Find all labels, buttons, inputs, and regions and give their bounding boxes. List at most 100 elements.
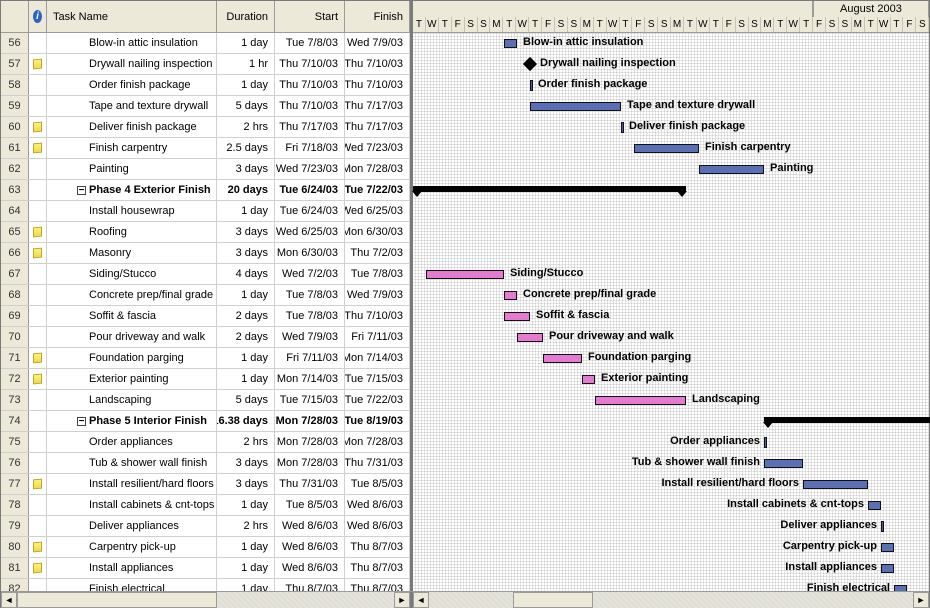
col-finish[interactable]: Finish (345, 1, 410, 32)
gantt-row[interactable] (413, 201, 929, 222)
cell-dur[interactable]: 1 day (217, 201, 275, 221)
cell-dur[interactable]: 1 day (217, 495, 275, 515)
task-bar[interactable] (517, 333, 543, 342)
cell-finish[interactable]: Thu 7/31/03 (345, 453, 410, 473)
cell-start[interactable]: Wed 8/6/03 (275, 537, 345, 557)
cell-start[interactable]: Tue 6/24/03 (275, 180, 345, 200)
row-number[interactable]: 78 (1, 495, 29, 515)
row-number[interactable]: 70 (1, 327, 29, 347)
row-number[interactable]: 62 (1, 159, 29, 179)
collapse-icon[interactable] (77, 186, 86, 195)
col-rownum[interactable] (1, 1, 29, 32)
table-row[interactable]: 69Soffit & fascia2 daysTue 7/8/03Thu 7/1… (1, 306, 410, 327)
scroll-right-btn[interactable]: ► (394, 592, 410, 608)
gantt-row[interactable]: Install resilient/hard floors (413, 474, 929, 495)
table-row[interactable]: 70Pour driveway and walk2 daysWed 7/9/03… (1, 327, 410, 348)
cell-finish[interactable]: Wed 6/25/03 (345, 201, 410, 221)
row-number[interactable]: 64 (1, 201, 29, 221)
cell-dur[interactable]: 5 days (217, 96, 275, 116)
row-number[interactable]: 58 (1, 75, 29, 95)
cell-finish[interactable]: Wed 7/23/03 (345, 138, 410, 158)
table-row[interactable]: 56Blow-in attic insulation1 dayTue 7/8/0… (1, 33, 410, 54)
task-name-cell[interactable]: Drywall nailing inspection (47, 54, 217, 74)
cell-start[interactable]: Fri 7/18/03 (275, 138, 345, 158)
task-bar[interactable] (803, 480, 868, 489)
row-number[interactable]: 57 (1, 54, 29, 74)
gantt-row[interactable]: Install cabinets & cnt-tops (413, 495, 929, 516)
task-name-cell[interactable]: Finish carpentry (47, 138, 217, 158)
cell-dur[interactable]: 3 days (217, 159, 275, 179)
cell-start[interactable]: Wed 7/2/03 (275, 264, 345, 284)
note-icon[interactable] (33, 479, 42, 490)
task-name-cell[interactable]: Install cabinets & cnt-tops (47, 495, 217, 515)
gantt-row[interactable]: Finish carpentry (413, 138, 929, 159)
cell-dur[interactable]: 1 day (217, 558, 275, 578)
cell-start[interactable]: Thu 7/10/03 (275, 75, 345, 95)
task-name-cell[interactable]: Order appliances (47, 432, 217, 452)
table-row[interactable]: 64Install housewrap1 dayTue 6/24/03Wed 6… (1, 201, 410, 222)
cell-dur[interactable]: 4 days (217, 264, 275, 284)
cell-dur[interactable]: 1 day (217, 369, 275, 389)
gantt-row[interactable]: Tape and texture drywall (413, 96, 929, 117)
milestone[interactable] (523, 57, 537, 71)
gantt-row[interactable]: Deliver appliances (413, 516, 929, 537)
table-row[interactable]: 71Foundation parging1 dayFri 7/11/03Mon … (1, 348, 410, 369)
cell-finish[interactable]: Thu 7/17/03 (345, 96, 410, 116)
table-row[interactable]: 72Exterior painting1 dayMon 7/14/03Tue 7… (1, 369, 410, 390)
note-icon[interactable] (33, 143, 42, 154)
cell-start[interactable]: Tue 7/8/03 (275, 306, 345, 326)
summary-bar[interactable] (413, 186, 686, 192)
task-bar[interactable] (530, 102, 621, 111)
gantt-row[interactable] (413, 180, 929, 201)
task-name-cell[interactable]: Deliver appliances (47, 516, 217, 536)
cell-dur[interactable]: 1 day (217, 579, 275, 591)
task-bar[interactable] (868, 501, 881, 510)
gantt-row[interactable]: Siding/Stucco (413, 264, 929, 285)
gantt-chart[interactable]: August 2003 TWTFSSMTWTFSSMTWTFSSMTWTFSSM… (413, 1, 929, 591)
task-name-cell[interactable]: Carpentry pick-up (47, 537, 217, 557)
cell-finish[interactable]: Thu 7/2/03 (345, 243, 410, 263)
gantt-row[interactable]: Order appliances (413, 432, 929, 453)
row-number[interactable]: 81 (1, 558, 29, 578)
cell-dur[interactable]: 1 day (217, 537, 275, 557)
cell-finish[interactable]: Fri 7/11/03 (345, 327, 410, 347)
cell-dur[interactable]: 16.38 days (217, 411, 275, 431)
gantt-row[interactable]: Painting (413, 159, 929, 180)
task-name-cell[interactable]: Install housewrap (47, 201, 217, 221)
cell-finish[interactable]: Tue 7/8/03 (345, 264, 410, 284)
table-row[interactable]: 59Tape and texture drywall5 daysThu 7/10… (1, 96, 410, 117)
cell-start[interactable]: Wed 8/6/03 (275, 558, 345, 578)
cell-dur[interactable]: 3 days (217, 474, 275, 494)
task-name-cell[interactable]: Phase 4 Exterior Finish (47, 180, 217, 200)
scroll-right-btn[interactable]: ► (913, 592, 929, 608)
task-name-cell[interactable]: Siding/Stucco (47, 264, 217, 284)
cell-dur[interactable]: 3 days (217, 222, 275, 242)
gantt-row[interactable] (413, 411, 929, 432)
tick-bar[interactable] (764, 437, 767, 448)
cell-finish[interactable]: Wed 8/6/03 (345, 495, 410, 515)
cell-start[interactable]: Wed 8/6/03 (275, 516, 345, 536)
table-row[interactable]: 78Install cabinets & cnt-tops1 dayTue 8/… (1, 495, 410, 516)
task-name-cell[interactable]: Tape and texture drywall (47, 96, 217, 116)
task-name-cell[interactable]: Install resilient/hard floors (47, 474, 217, 494)
gantt-row[interactable]: Deliver finish package (413, 117, 929, 138)
cell-dur[interactable]: 1 hr (217, 54, 275, 74)
task-name-cell[interactable]: Install appliances (47, 558, 217, 578)
cell-start[interactable]: Mon 7/28/03 (275, 411, 345, 431)
table-row[interactable]: 79Deliver appliances2 hrsWed 8/6/03Wed 8… (1, 516, 410, 537)
cell-finish[interactable]: Wed 8/6/03 (345, 516, 410, 536)
gantt-hscroll[interactable]: ◄ ► (413, 592, 929, 607)
gantt-row[interactable]: Foundation parging (413, 348, 929, 369)
cell-finish[interactable]: Tue 7/15/03 (345, 369, 410, 389)
note-icon[interactable] (33, 542, 42, 553)
cell-dur[interactable]: 3 days (217, 453, 275, 473)
table-row[interactable]: 63Phase 4 Exterior Finish20 daysTue 6/24… (1, 180, 410, 201)
cell-finish[interactable]: Mon 7/28/03 (345, 159, 410, 179)
note-icon[interactable] (33, 353, 42, 364)
table-row[interactable]: 67Siding/Stucco4 daysWed 7/2/03Tue 7/8/0… (1, 264, 410, 285)
cell-dur[interactable]: 2.5 days (217, 138, 275, 158)
gantt-row[interactable]: Drywall nailing inspection (413, 54, 929, 75)
col-duration[interactable]: Duration (217, 1, 275, 32)
gantt-row[interactable]: Carpentry pick-up (413, 537, 929, 558)
tick-bar[interactable] (621, 122, 624, 133)
